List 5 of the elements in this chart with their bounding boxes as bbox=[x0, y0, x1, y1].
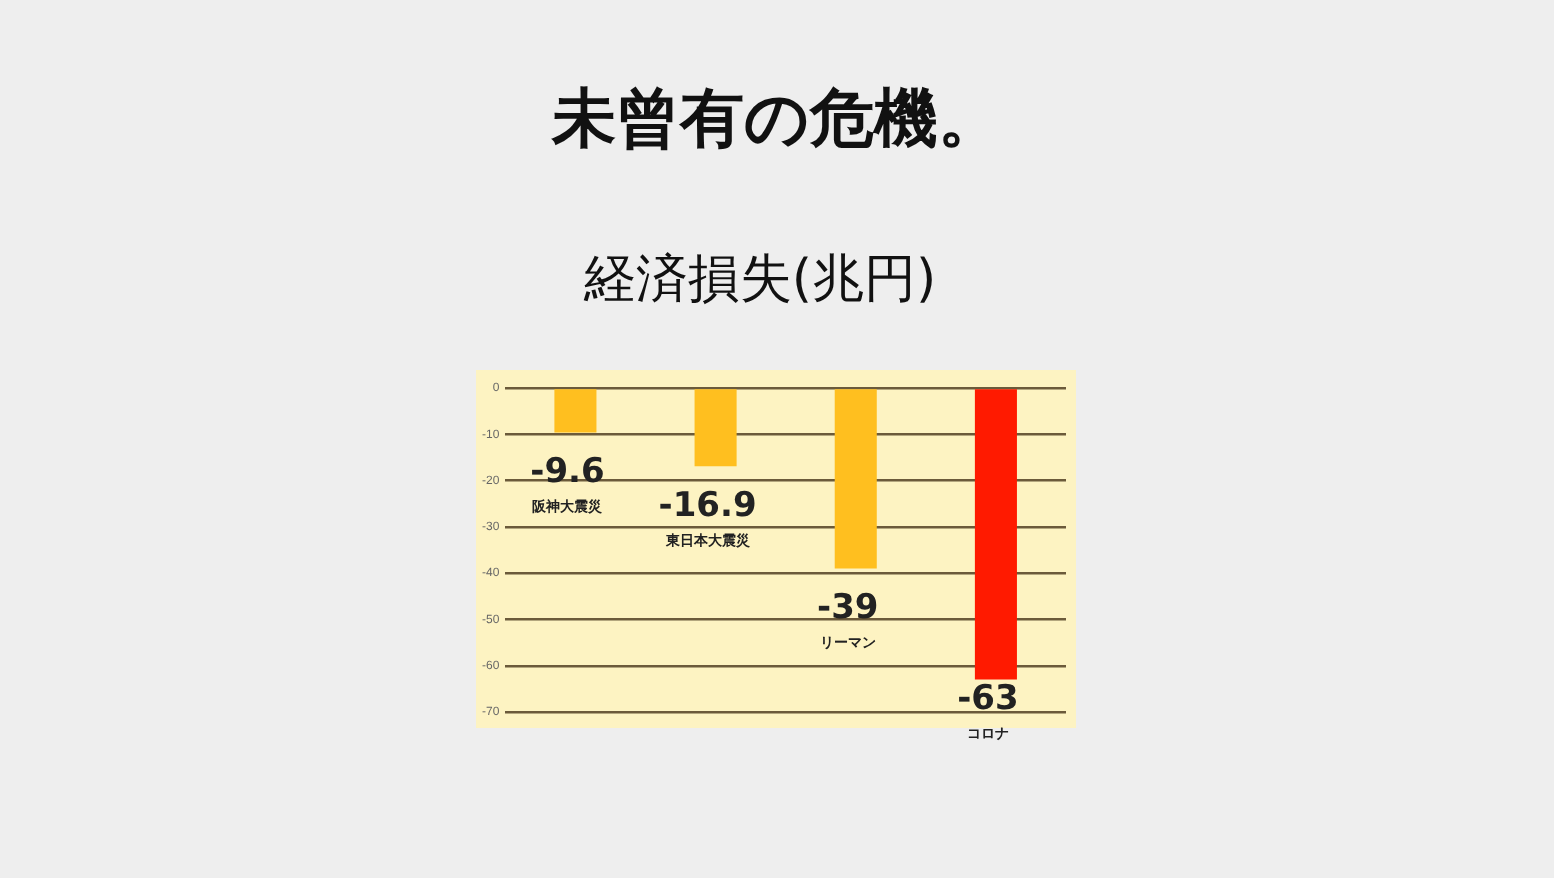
data-label: -16.9 bbox=[658, 486, 757, 527]
chart-subtitle: 経済損失(兆円) bbox=[581, 248, 939, 314]
data-label: -63 bbox=[957, 679, 1019, 720]
chart-title: 未曾有の危機。 bbox=[549, 78, 1004, 160]
data-label: -39 bbox=[817, 588, 879, 629]
